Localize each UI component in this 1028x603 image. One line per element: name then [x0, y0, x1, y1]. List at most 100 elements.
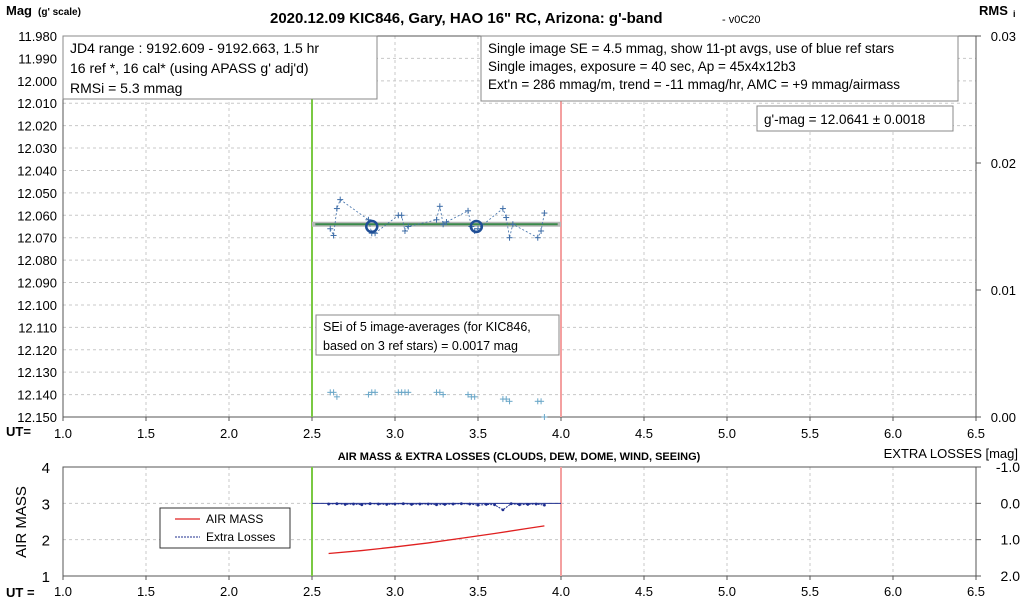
y-tick-label: 12.080: [17, 253, 57, 268]
check-star-data-point: [503, 396, 510, 403]
x-tick-label: 1.0: [54, 584, 72, 599]
y-tick-label: 12.150: [17, 410, 57, 425]
extra-losses-point: [460, 502, 463, 506]
extra-losses-point: [401, 502, 405, 506]
x-tick-label: 6.5: [967, 426, 985, 441]
y-tick-label: 12.030: [17, 141, 57, 156]
target-data-point: [534, 234, 541, 241]
x-tick-label: 4.0: [552, 426, 570, 441]
x-tick-label: 5.0: [718, 584, 736, 599]
extra-losses-point: [534, 502, 538, 506]
x-tick-label: 2.0: [220, 584, 238, 599]
y-tick-label: 11.990: [18, 51, 57, 66]
plot-frame: [62, 466, 977, 577]
target-data-point: [401, 227, 408, 234]
check-star-data-point: [405, 389, 412, 396]
check-star-data-point: [541, 414, 548, 420]
x-tick-label: 5.0: [718, 426, 736, 441]
y-tick-label: 12.010: [17, 96, 57, 111]
legend-airmass-label: AIR MASS: [206, 512, 263, 526]
extra-losses-point: [484, 503, 488, 506]
extra-losses-point: [410, 503, 413, 506]
target-data-point: [538, 227, 545, 234]
target-data-point: [398, 212, 405, 219]
y-axis-label: Mag: [6, 3, 32, 18]
y2-axis-label: EXTRA LOSSES [mag]: [884, 446, 1018, 461]
extra-losses-point: [393, 502, 397, 506]
target-data-point: [541, 210, 548, 217]
info-box-left: JD4 range : 9192.609 - 9192.663, 1.5 hr 1…: [62, 35, 378, 100]
y2-tick-label: 2.0: [1001, 568, 1021, 584]
x-tick-label: 3.0: [386, 426, 404, 441]
target-data-point: [509, 221, 516, 228]
gmag-box: g'-mag = 12.0641 ± 0.0018: [756, 105, 954, 132]
target-data-point: [506, 234, 513, 241]
extra-losses-point: [327, 502, 330, 506]
target-data-point: [503, 214, 510, 221]
extra-losses-point: [335, 502, 339, 506]
extra-losses-point: [385, 503, 389, 506]
y2-axis-sublabel: i: [1013, 9, 1016, 19]
check-star-data-point: [365, 391, 372, 398]
y-axis-sublabel: (g' scale): [38, 7, 81, 18]
y-tick-label: 12.020: [17, 119, 57, 134]
target-data-point: [433, 216, 440, 223]
info-box-left-line: 16 ref *, 16 cal* (using APASS g' adj'd): [70, 60, 309, 76]
target-data-point: [330, 232, 337, 239]
extra-losses-point: [526, 503, 530, 506]
y-tick-label: 3: [42, 496, 50, 513]
x-tick-label: 1.5: [137, 426, 155, 441]
y-tick-label: 12.040: [17, 163, 57, 178]
chart-title: 2020.12.09 KIC846, Gary, HAO 16" RC, Ari…: [270, 10, 662, 27]
extra-losses-point: [509, 502, 513, 506]
target-data-point: [443, 219, 450, 226]
check-star-data-point: [372, 389, 379, 396]
info-box-left-line: JD4 range : 9192.609 - 9192.663, 1.5 hr: [70, 40, 319, 56]
x-tick-label: 6.5: [967, 584, 985, 599]
check-star-data-point: [465, 391, 472, 398]
legend: AIR MASS Extra Losses: [159, 507, 291, 549]
airmass-line: [328, 525, 545, 555]
extra-losses-point: [435, 503, 438, 507]
target-data-point: [436, 203, 443, 210]
x-tick-label: 3.5: [469, 426, 487, 441]
x-tick-label: 2.0: [220, 426, 238, 441]
y-axis-label: AIR MASS: [13, 486, 30, 558]
y2-axis-label: RMS: [979, 3, 1008, 18]
extra-losses-point: [368, 502, 372, 506]
target-data-point: [337, 196, 344, 203]
extra-losses-point: [451, 502, 455, 506]
x-tick-label: 4.5: [635, 426, 653, 441]
info-box-right-line: Single image SE = 4.5 mmag, show 11-pt a…: [488, 41, 894, 56]
info-box-right: Single image SE = 4.5 mmag, show 11-pt a…: [480, 35, 959, 102]
y-tick-label: 12.120: [17, 343, 57, 358]
extra-losses-point: [343, 503, 347, 506]
x-tick-label: 3.0: [386, 584, 404, 599]
target-data-point: [440, 221, 447, 228]
check-star-data-point: [333, 393, 340, 400]
extra-losses-point: [543, 503, 546, 507]
extra-losses-point: [468, 502, 472, 506]
target-connector-line: [329, 198, 545, 239]
y-tick-label: 12.050: [17, 186, 57, 201]
y-tick-label: 11.980: [18, 29, 57, 44]
target-data-point: [405, 223, 412, 230]
y2-tick-label: 1.0: [1001, 532, 1021, 548]
gmag-box-line: g'-mag = 12.0641 ± 0.0018: [764, 112, 925, 127]
extra-losses-point: [360, 503, 364, 507]
x-tick-label: 5.5: [801, 426, 819, 441]
extra-losses-point: [443, 503, 447, 506]
check-star-data-point: [330, 389, 337, 396]
x-tick-label: 5.5: [801, 584, 819, 599]
chart-title: AIR MASS & EXTRA LOSSES (CLOUDS, DEW, DO…: [338, 451, 701, 463]
y-tick-label: 12.060: [17, 208, 57, 223]
y-tick-label: 12.090: [17, 276, 57, 291]
x-tick-label: 4.0: [552, 584, 570, 599]
y2-tick-label: 0.01: [991, 283, 1016, 298]
y-tick-label: 1: [42, 569, 50, 586]
extra-losses-point: [518, 503, 521, 507]
sei-box-line: based on 3 ref stars) = 0.0017 mag: [323, 339, 518, 353]
target-data-point: [465, 207, 472, 214]
check-star-data-point: [506, 398, 513, 405]
